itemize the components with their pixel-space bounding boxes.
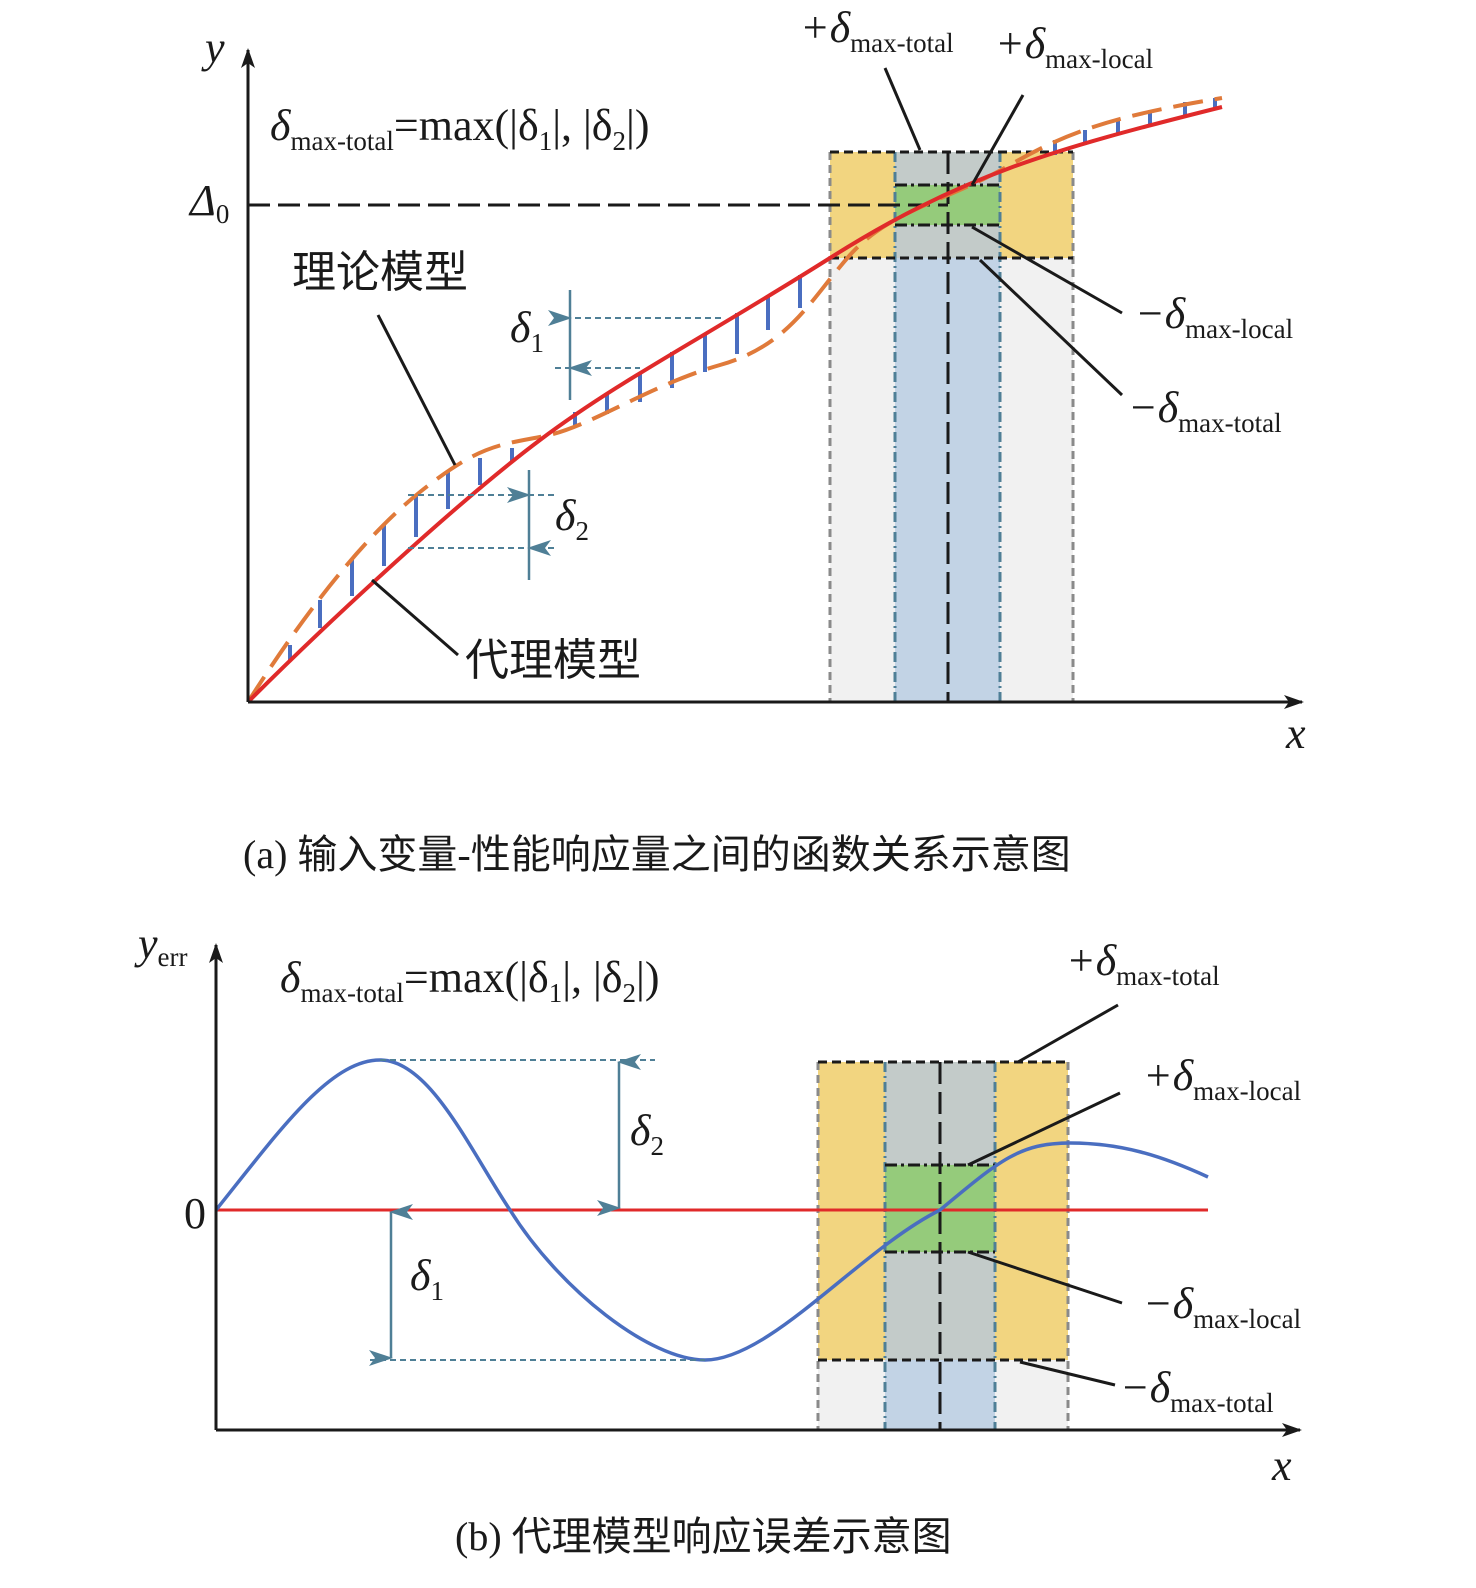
error-bars [288,98,1217,660]
formula: δmax-total=max(|δ1|, |δ2|) [270,101,650,156]
plus-total-label: +δmax-total [800,3,954,58]
caption-b: (b) 代理模型响应误差示意图 [455,1514,952,1559]
delta-arrows [369,1054,641,1366]
minus-local-label: −δmax-local [1135,289,1293,344]
plus-local-label: +δmax-local [995,19,1153,74]
x-axis-label: x [1285,709,1306,758]
y-axis-label: y [201,23,225,72]
panel-b: yerr x 0 δmax-total=max(|δ1|, |δ2|) δ2 δ… [134,919,1302,1559]
leader-lines [967,1003,1123,1387]
delta-arrows [507,290,592,580]
panel-a: y x Δ0 δmax-total=max(|δ1|, |δ2|) 理论模型 代… [188,3,1306,877]
leader-lines [371,67,1124,657]
minus-local-label: −δmax-local [1143,1279,1301,1334]
plus-total-label: +δmax-total [1066,936,1220,991]
surrogate-model-label: 代理模型 [465,636,641,685]
delta0-label: Δ0 [188,176,229,229]
formula: δmax-total=max(|δ1|, |δ2|) [280,953,660,1008]
delta1-label: δ1 [410,1251,444,1306]
x-axis-label: x [1271,1441,1292,1490]
delta1-label: δ1 [510,303,544,358]
y-axis-label: yerr [134,919,188,972]
delta-guides [370,1059,705,1361]
zero-label: 0 [184,1189,206,1238]
minus-total-label: −δmax-total [1128,383,1282,438]
delta2-label: δ2 [630,1106,664,1161]
theory-model-label: 理论模型 [292,248,468,297]
region-shading [248,150,1075,702]
minus-total-label: −δmax-total [1120,1363,1274,1418]
theory-model-curve [246,105,1223,704]
plus-local-label: +δmax-local [1143,1051,1301,1106]
delta2-label: δ2 [555,491,589,546]
surrogate-model-curve [246,96,1223,704]
region-shading [816,1060,1070,1430]
caption-a: (a) 输入变量-性能响应量之间的函数关系示意图 [243,832,1071,877]
